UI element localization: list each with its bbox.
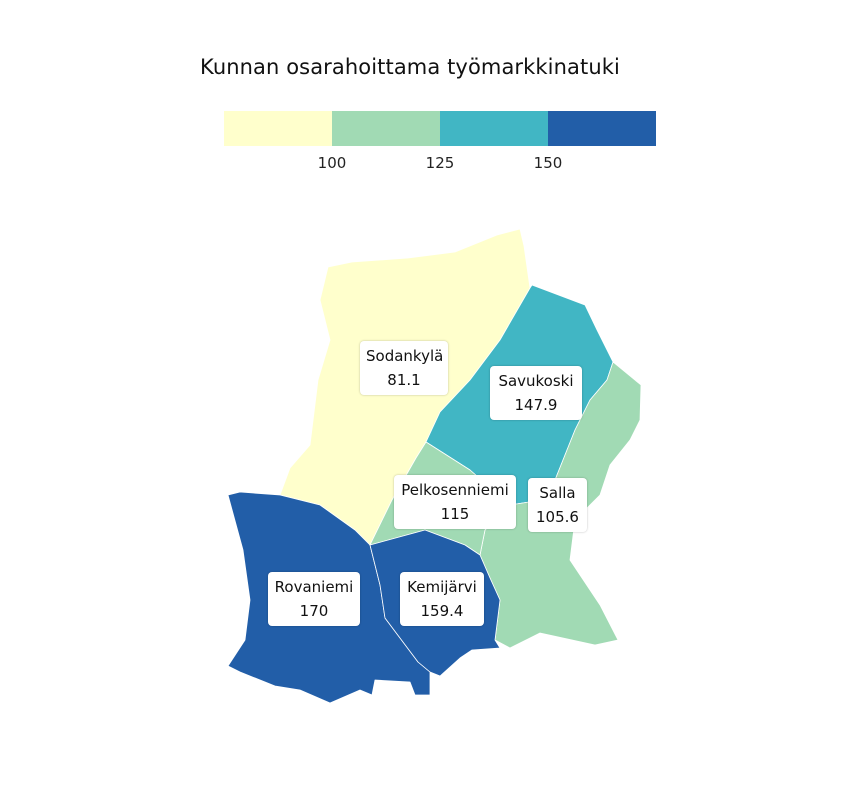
legend-tick-100: 100 [317, 154, 347, 172]
region-label-savukoski: Savukoski 147.9 [490, 366, 582, 420]
region-name: Pelkosenniemi [401, 481, 509, 499]
region-name: Salla [539, 484, 576, 502]
region-value: 115 [440, 505, 470, 523]
legend-swatch-100-125 [332, 111, 440, 146]
region-name: Savukoski [498, 372, 574, 390]
region-label-rovaniemi: Rovaniemi 170 [268, 572, 360, 626]
region-value: 81.1 [387, 371, 421, 389]
legend-swatch-125-150 [440, 111, 548, 146]
region-value: 170 [299, 602, 329, 620]
region-label-pelkosenniemi: Pelkosenniemi 115 [394, 475, 516, 529]
region-value: 159.4 [420, 602, 464, 620]
region-name: Kemijärvi [407, 578, 477, 596]
region-label-sodankyla: Sodankylä 81.1 [360, 341, 448, 395]
region-label-kemijarvi: Kemijärvi 159.4 [400, 572, 484, 626]
legend-swatch-low [224, 111, 332, 146]
region-value: 147.9 [514, 396, 558, 414]
region-name: Rovaniemi [274, 578, 354, 596]
legend-tick-125: 125 [425, 154, 455, 172]
region-label-salla: Salla 105.6 [528, 478, 587, 532]
region-value: 105.6 [536, 508, 579, 526]
region-name: Sodankylä [366, 347, 444, 365]
map-title: Kunnan osarahoittama työmarkkinatuki [200, 55, 620, 79]
legend-tick-150: 150 [533, 154, 563, 172]
legend-swatch-high [548, 111, 656, 146]
